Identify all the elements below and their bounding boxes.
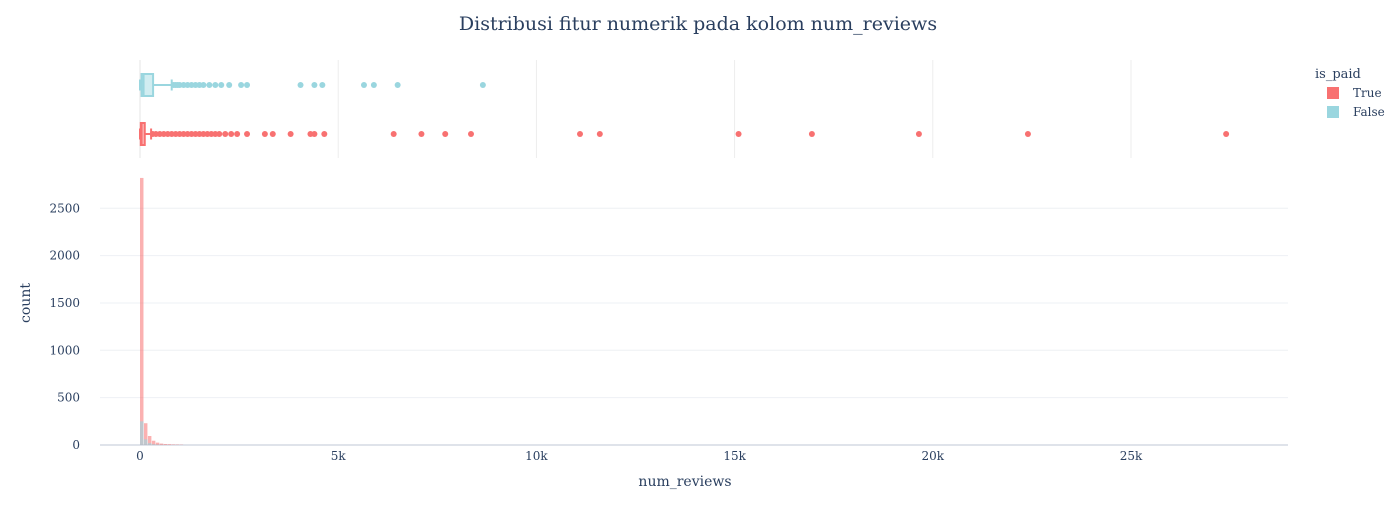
histogram-bar-false[interactable] bbox=[140, 421, 144, 445]
box-outlier-true[interactable] bbox=[596, 131, 603, 137]
y-tick-label: 500 bbox=[57, 391, 80, 405]
box-outlier-false[interactable] bbox=[212, 82, 219, 88]
x-axis-title: num_reviews bbox=[638, 474, 731, 490]
x-tick-label: 20k bbox=[922, 449, 945, 463]
legend-swatch-false bbox=[1327, 106, 1339, 118]
box-outlier-false[interactable] bbox=[370, 82, 377, 88]
box-outlier-false[interactable] bbox=[238, 82, 245, 88]
box-outlier-false[interactable] bbox=[479, 82, 486, 88]
box-outlier-false[interactable] bbox=[297, 82, 304, 88]
y-axis-ticks: 0 500 1000 1500 2000 2500 bbox=[49, 201, 80, 452]
box-plot-panel bbox=[139, 60, 1230, 158]
x-axis-ticks: 0 5k 10k 15k 20k 25k bbox=[136, 449, 1143, 463]
box-body bbox=[140, 73, 155, 97]
box-outlier-true[interactable] bbox=[234, 131, 241, 137]
box-outlier-false[interactable] bbox=[200, 82, 207, 88]
box-outlier-false[interactable] bbox=[218, 82, 225, 88]
box-outlier-false[interactable] bbox=[226, 82, 233, 88]
y-tick-label: 0 bbox=[72, 438, 80, 452]
histogram-bar-true[interactable] bbox=[151, 440, 156, 445]
box-outlier-false[interactable] bbox=[394, 82, 401, 88]
histogram-bar-false[interactable] bbox=[151, 444, 156, 445]
box-outlier-true[interactable] bbox=[577, 131, 584, 137]
box-outlier-false[interactable] bbox=[319, 82, 326, 88]
box-outlier-true[interactable] bbox=[390, 131, 397, 137]
histogram-bar-true[interactable] bbox=[163, 444, 168, 445]
legend-item-true[interactable]: True bbox=[1327, 86, 1382, 100]
legend-title: is_paid bbox=[1315, 67, 1361, 82]
box-outlier-true[interactable] bbox=[1024, 131, 1031, 137]
histogram-bar-true[interactable] bbox=[143, 423, 148, 445]
box-outlier-true[interactable] bbox=[269, 131, 276, 137]
histogram-bar-false[interactable] bbox=[147, 443, 152, 445]
box-gridlines bbox=[139, 60, 1132, 158]
x-tick-label: 10k bbox=[525, 449, 548, 463]
x-tick-label: 5k bbox=[331, 449, 347, 463]
x-tick-label: 0 bbox=[136, 449, 144, 463]
box-outlier-true[interactable] bbox=[216, 131, 223, 137]
box-outlier-true[interactable] bbox=[915, 131, 922, 137]
chart-title: Distribusi fitur numerik pada kolom num_… bbox=[459, 13, 937, 35]
box-outlier-false[interactable] bbox=[244, 82, 251, 88]
legend: is_paid True False bbox=[1315, 67, 1385, 119]
histogram-panel: 0 500 1000 1500 2000 2500 0 5k 10k 15k 20k 25k bbox=[49, 177, 1288, 463]
y-tick-label: 2000 bbox=[49, 249, 80, 263]
histogram-gridlines bbox=[100, 207, 1288, 446]
box-outlier-true[interactable] bbox=[261, 131, 268, 137]
y-tick-label: 2500 bbox=[49, 201, 80, 215]
box-outlier-true[interactable] bbox=[418, 131, 425, 137]
box-outlier-true[interactable] bbox=[442, 131, 449, 137]
box-outlier-false[interactable] bbox=[360, 82, 367, 88]
x-tick-label: 15k bbox=[723, 449, 746, 463]
legend-item-false[interactable]: False bbox=[1327, 105, 1385, 119]
histogram-bar-true[interactable] bbox=[167, 444, 172, 445]
box-outlier-true[interactable] bbox=[1223, 131, 1230, 137]
legend-swatch-true bbox=[1327, 87, 1339, 99]
histogram-bar-true[interactable] bbox=[140, 177, 144, 445]
histogram-bar-true[interactable] bbox=[159, 443, 164, 445]
box-outlier-true[interactable] bbox=[321, 131, 328, 137]
box-true[interactable] bbox=[139, 122, 1230, 146]
box-outlier-true[interactable] bbox=[228, 131, 235, 137]
histogram-bar-true[interactable] bbox=[155, 442, 160, 445]
box-outlier-true[interactable] bbox=[311, 131, 318, 137]
y-axis-title: count bbox=[18, 283, 34, 323]
histogram-bar-true[interactable] bbox=[147, 436, 152, 445]
box-outlier-false[interactable] bbox=[311, 82, 318, 88]
box-outlier-true[interactable] bbox=[808, 131, 815, 137]
box-outlier-true[interactable] bbox=[287, 131, 294, 137]
legend-label-true: True bbox=[1353, 86, 1382, 100]
histogram-bar-false[interactable] bbox=[143, 439, 148, 445]
histogram-bars bbox=[140, 177, 184, 445]
legend-label-false: False bbox=[1353, 105, 1385, 119]
x-tick-label: 25k bbox=[1120, 449, 1143, 463]
box-false[interactable] bbox=[139, 73, 486, 97]
box-outlier-true[interactable] bbox=[735, 131, 742, 137]
box-outlier-true[interactable] bbox=[467, 131, 474, 137]
y-tick-label: 1000 bbox=[49, 343, 80, 357]
box-outlier-true[interactable] bbox=[222, 131, 229, 137]
y-tick-label: 1500 bbox=[49, 296, 80, 310]
box-outlier-false[interactable] bbox=[206, 82, 213, 88]
box-outlier-true[interactable] bbox=[244, 131, 251, 137]
box-plot-marks bbox=[139, 73, 1230, 146]
